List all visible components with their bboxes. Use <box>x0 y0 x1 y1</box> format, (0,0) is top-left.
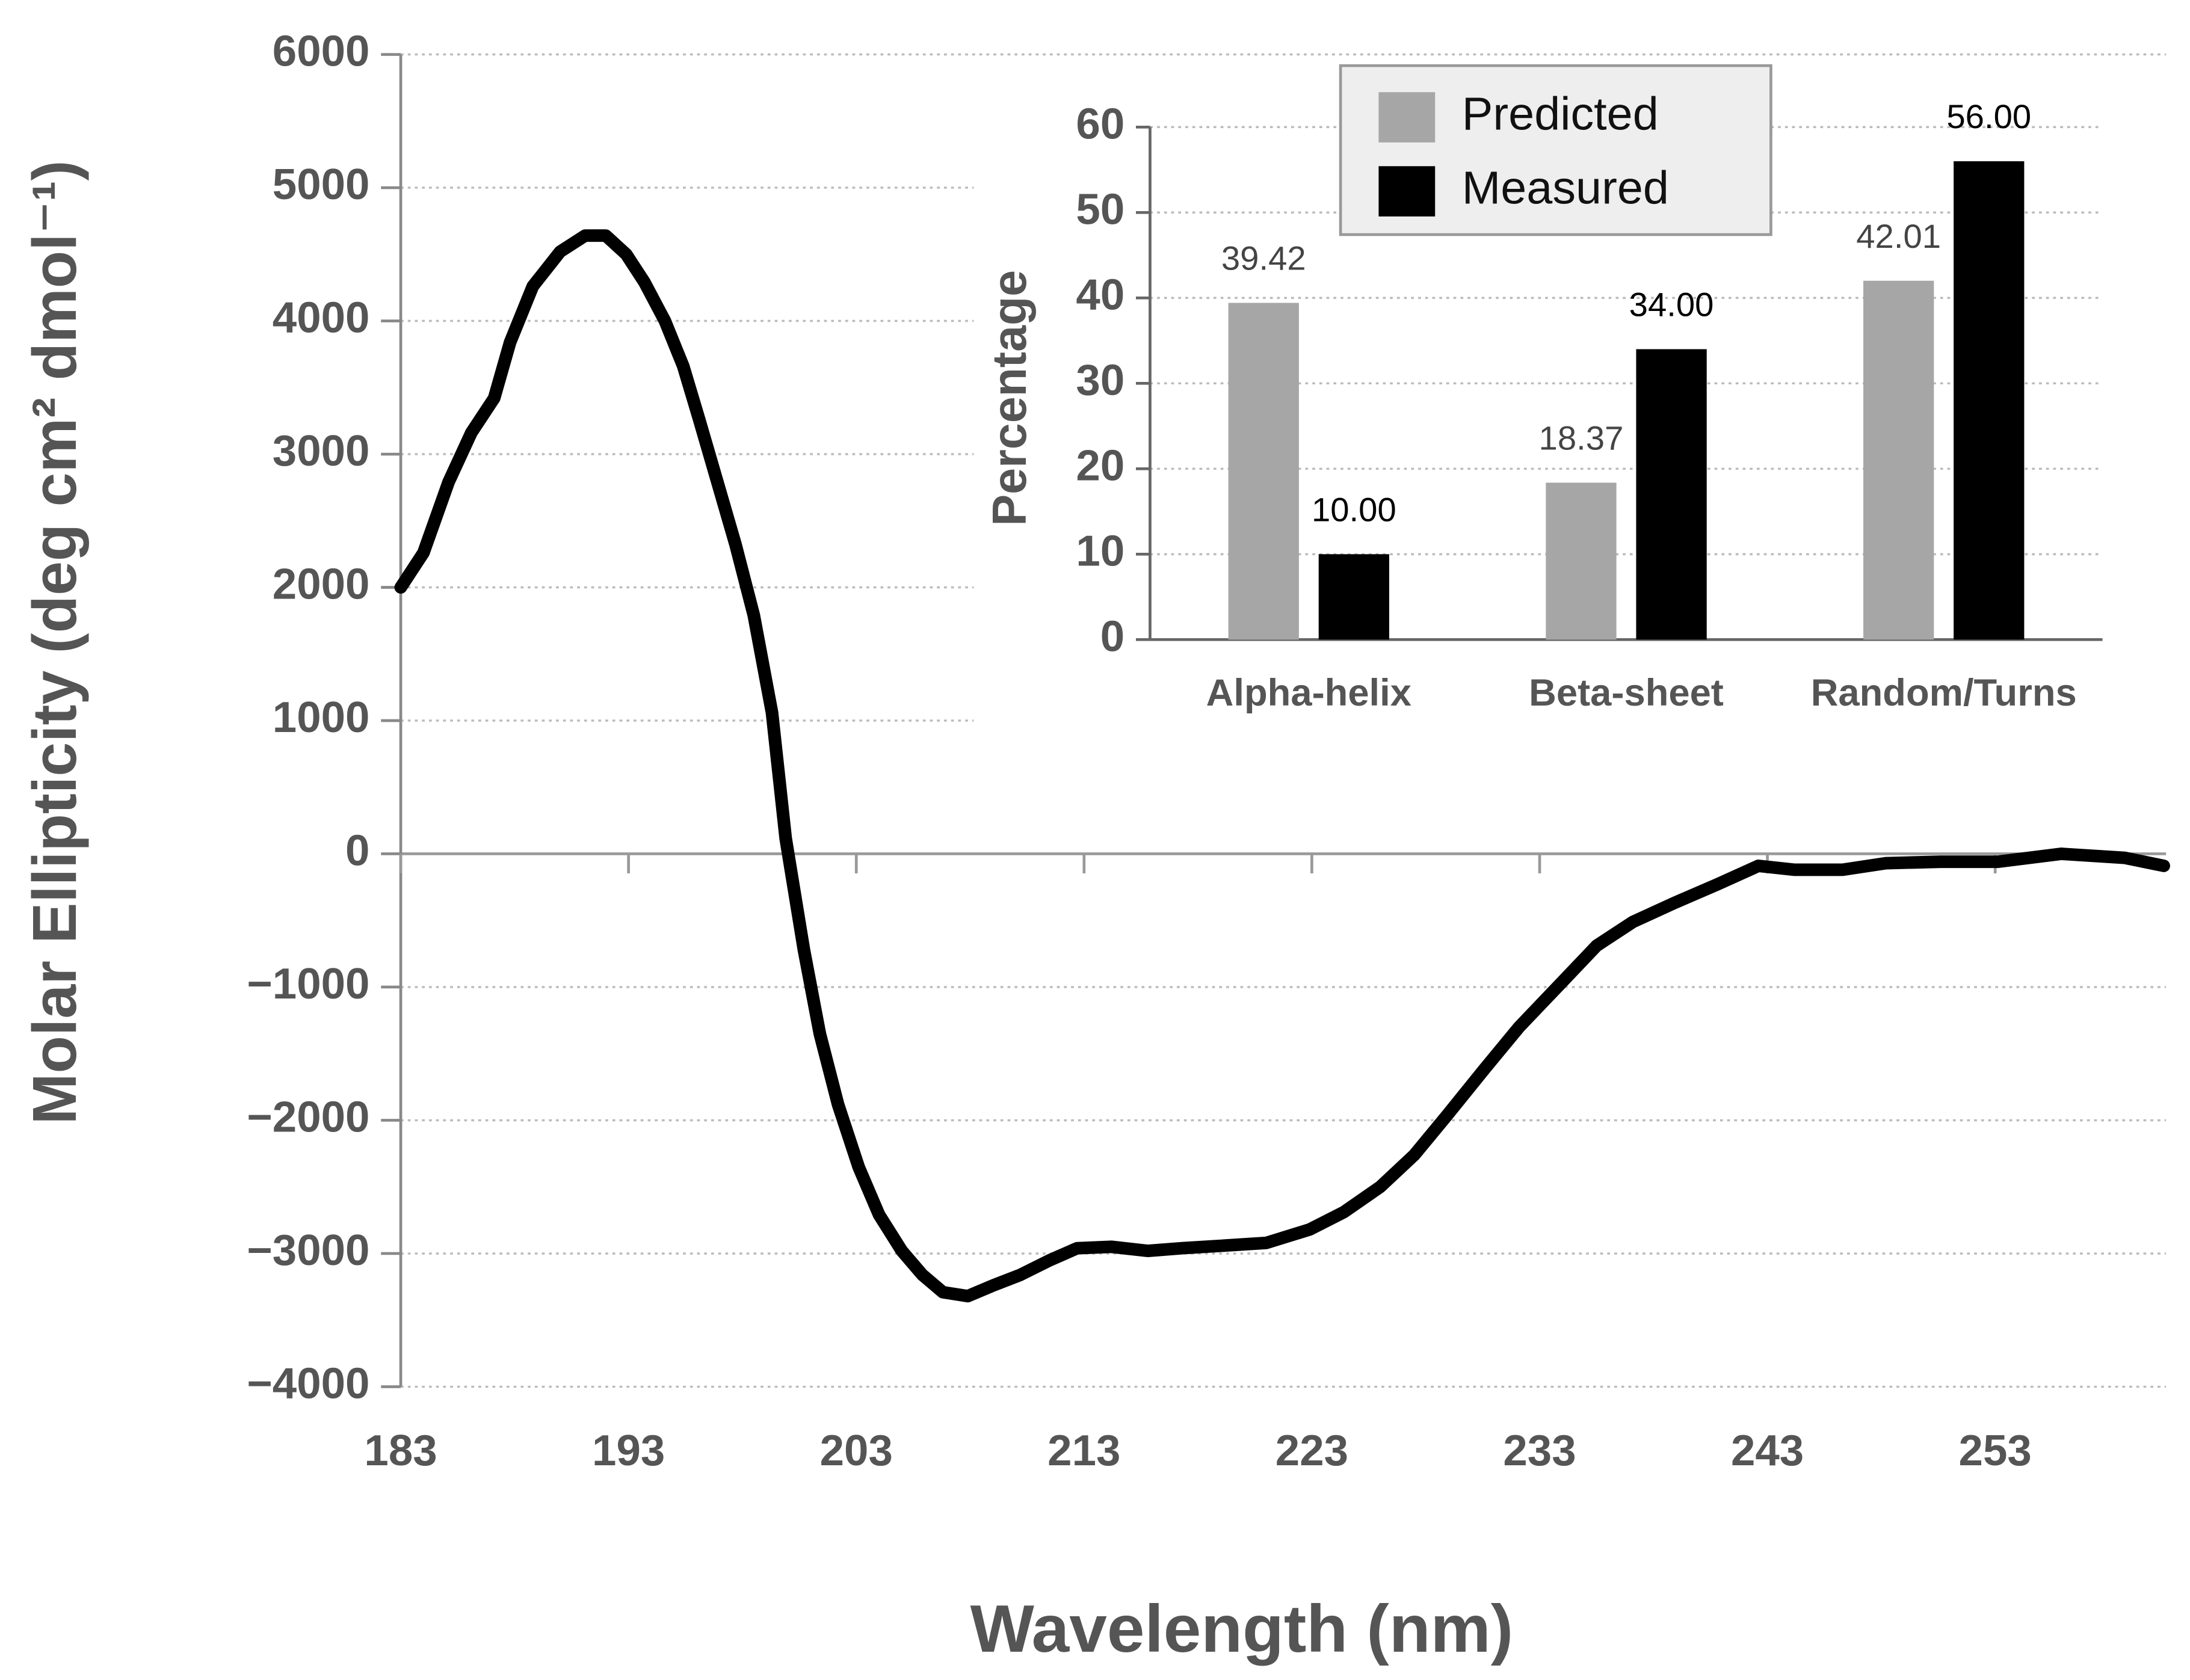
bar <box>1954 161 2025 640</box>
bar <box>1546 482 1617 640</box>
y-axis-title: Molar Ellipticity (deg cm² dmol⁻¹) <box>19 160 89 1124</box>
bar <box>1318 554 1390 640</box>
bar <box>1863 280 1934 640</box>
x-tick-label: Random/Turns <box>1811 672 2077 714</box>
x-tick-label: 193 <box>592 1427 665 1475</box>
value-label: 10.00 <box>1312 491 1396 529</box>
legend-label: Predicted <box>1462 88 1659 140</box>
y-tick-label: 40 <box>1076 271 1124 319</box>
x-tick-label: 233 <box>1503 1427 1576 1475</box>
y-tick-label: 3000 <box>273 427 370 475</box>
value-label: 34.00 <box>1629 286 1714 324</box>
y-tick-label: 0 <box>345 827 369 875</box>
y-tick-label: 1000 <box>273 694 370 742</box>
legend-swatch <box>1378 166 1436 217</box>
x-tick-label: Alpha-helix <box>1206 672 1411 714</box>
x-tick-label: Beta-sheet <box>1529 672 1724 714</box>
y-axis-title: Percentage <box>982 270 1036 526</box>
y-tick-label: −1000 <box>247 960 369 1008</box>
value-label: 56.00 <box>1946 97 2031 135</box>
x-tick-label: 223 <box>1275 1427 1348 1475</box>
y-tick-label: 60 <box>1076 100 1124 149</box>
x-tick-label: 213 <box>1047 1427 1120 1475</box>
y-tick-label: 4000 <box>273 294 370 342</box>
value-label: 42.01 <box>1856 217 1941 255</box>
y-tick-label: 20 <box>1076 442 1124 490</box>
legend-swatch <box>1378 92 1436 143</box>
y-tick-label: 10 <box>1076 528 1124 576</box>
value-label: 18.37 <box>1539 419 1624 457</box>
legend-label: Measured <box>1462 162 1669 214</box>
x-tick-label: 203 <box>820 1427 893 1475</box>
x-tick-label: 183 <box>364 1427 437 1475</box>
y-tick-label: 30 <box>1076 357 1124 405</box>
y-tick-label: 6000 <box>273 28 370 76</box>
y-tick-label: −2000 <box>247 1094 369 1142</box>
y-tick-label: −4000 <box>247 1360 369 1408</box>
bar <box>1228 303 1299 640</box>
y-tick-label: −3000 <box>247 1226 369 1275</box>
x-tick-label: 253 <box>1959 1427 2032 1475</box>
x-axis-title: Wavelength (nm) <box>970 1591 1514 1666</box>
y-tick-label: 5000 <box>273 161 370 209</box>
x-tick-label: 243 <box>1731 1427 1804 1475</box>
y-tick-label: 50 <box>1076 186 1124 234</box>
bar <box>1636 349 1707 640</box>
value-label: 39.42 <box>1221 239 1306 277</box>
data-line <box>394 229 2170 1303</box>
y-tick-label: 0 <box>1100 613 1124 661</box>
y-tick-label: 2000 <box>273 561 370 609</box>
